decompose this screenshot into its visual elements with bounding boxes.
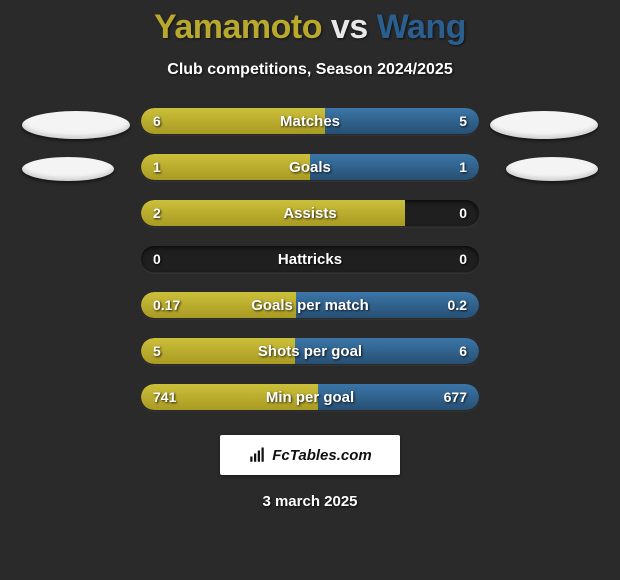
subtitle: Club competitions, Season 2024/2025 bbox=[167, 61, 452, 79]
stat-row: 20Assists bbox=[140, 199, 480, 227]
player2-flag-icon bbox=[506, 157, 598, 181]
comparison-card: Yamamoto vs Wang Club competitions, Seas… bbox=[0, 0, 620, 580]
watermark-link[interactable]: FcTables.com bbox=[220, 435, 400, 475]
stat-value-left: 0 bbox=[141, 246, 173, 272]
stat-value-right: 0 bbox=[447, 200, 479, 226]
chart-icon bbox=[248, 446, 266, 464]
stat-fill-left bbox=[141, 108, 325, 134]
stat-fill-left bbox=[141, 154, 310, 180]
stats-area: 65Matches11Goals20Assists00Hattricks0.17… bbox=[0, 107, 620, 411]
title: Yamamoto vs Wang bbox=[154, 8, 466, 47]
stat-value-right: 0 bbox=[447, 246, 479, 272]
player2-club-icon bbox=[490, 111, 598, 139]
player1-club-icon bbox=[22, 111, 130, 139]
title-player1: Yamamoto bbox=[154, 8, 322, 46]
stat-fill-right bbox=[296, 292, 479, 318]
date: 3 march 2025 bbox=[262, 493, 357, 510]
player1-badges bbox=[14, 111, 134, 181]
stat-fill-left bbox=[141, 384, 318, 410]
stat-row: 741677Min per goal bbox=[140, 383, 480, 411]
stat-row: 11Goals bbox=[140, 153, 480, 181]
stat-fill-right bbox=[325, 108, 479, 134]
player1-flag-icon bbox=[22, 157, 114, 181]
watermark-text: FcTables.com bbox=[272, 447, 371, 464]
stat-fill-left bbox=[141, 292, 296, 318]
stat-row: 0 0Hattricks bbox=[140, 245, 480, 273]
stat-bars: 65Matches11Goals20Assists00Hattricks0.17… bbox=[140, 107, 480, 411]
stat-fill-left bbox=[141, 200, 405, 226]
player2-badges bbox=[486, 111, 606, 181]
stat-fill-right bbox=[295, 338, 479, 364]
stat-fill-right bbox=[318, 384, 479, 410]
title-vs: vs bbox=[331, 8, 368, 46]
title-player2: Wang bbox=[377, 8, 466, 46]
stat-label: Hattricks bbox=[141, 246, 479, 272]
stat-row: 0.170.2Goals per match bbox=[140, 291, 480, 319]
stat-row: 56Shots per goal bbox=[140, 337, 480, 365]
stat-fill-right bbox=[310, 154, 479, 180]
stat-fill-left bbox=[141, 338, 295, 364]
stat-row: 65Matches bbox=[140, 107, 480, 135]
